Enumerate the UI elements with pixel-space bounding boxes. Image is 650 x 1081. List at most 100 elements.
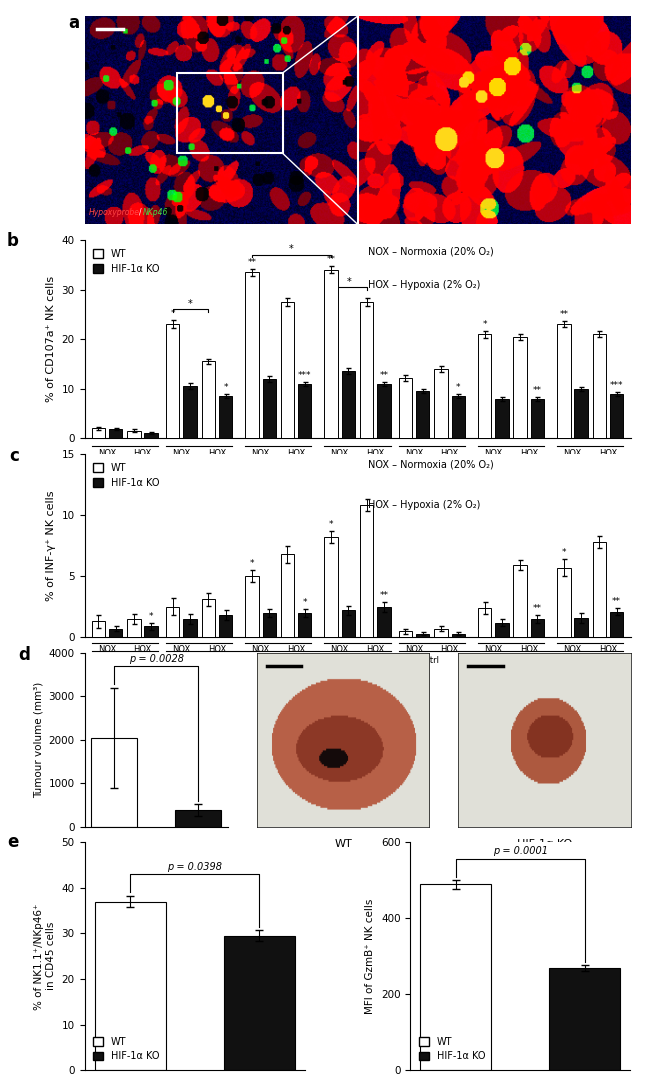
Text: **: ** bbox=[533, 386, 542, 395]
Text: IL-2: IL-2 bbox=[503, 656, 519, 665]
Y-axis label: % of NK1.1⁺/NKp46⁺
in CD45 cells: % of NK1.1⁺/NKp46⁺ in CD45 cells bbox=[34, 903, 56, 1010]
Bar bbox=[398, 377, 412, 438]
Bar bbox=[557, 568, 571, 638]
Text: WT: WT bbox=[334, 839, 352, 849]
Bar bbox=[530, 619, 544, 638]
Bar bbox=[495, 623, 509, 638]
Text: IL-15: IL-15 bbox=[347, 656, 368, 665]
Bar bbox=[109, 629, 122, 638]
Text: NOX: NOX bbox=[405, 449, 423, 458]
Text: *: * bbox=[329, 520, 333, 530]
Bar bbox=[144, 626, 158, 638]
Text: p = 0.0001: p = 0.0001 bbox=[493, 846, 548, 856]
Bar bbox=[377, 384, 391, 438]
Text: HOX: HOX bbox=[208, 645, 226, 654]
Text: *: * bbox=[149, 612, 153, 620]
Text: NOX: NOX bbox=[98, 645, 116, 654]
Bar bbox=[92, 428, 105, 438]
Text: p = 0.0028: p = 0.0028 bbox=[129, 654, 184, 664]
Text: **: ** bbox=[612, 597, 621, 606]
Bar bbox=[281, 555, 294, 638]
Bar bbox=[183, 619, 197, 638]
Text: ***: *** bbox=[610, 381, 623, 389]
Text: **: ** bbox=[380, 591, 389, 600]
Bar bbox=[360, 302, 373, 438]
Text: IL-15: IL-15 bbox=[347, 463, 368, 472]
Text: /: / bbox=[139, 208, 142, 216]
Bar bbox=[452, 396, 465, 438]
Bar bbox=[245, 576, 259, 638]
Text: NOX: NOX bbox=[98, 449, 116, 458]
Text: **: ** bbox=[248, 258, 257, 267]
Text: HOX – Hypoxia (2% O₂): HOX – Hypoxia (2% O₂) bbox=[369, 280, 481, 290]
Text: c: c bbox=[9, 446, 19, 465]
Bar bbox=[202, 600, 215, 638]
Bar bbox=[144, 433, 158, 438]
Bar bbox=[298, 384, 311, 438]
Bar bbox=[416, 391, 430, 438]
Bar bbox=[514, 565, 527, 638]
Text: HOX: HOX bbox=[287, 645, 305, 654]
Text: b: b bbox=[7, 232, 19, 250]
Bar bbox=[342, 372, 355, 438]
Text: *: * bbox=[482, 320, 487, 329]
Text: HOX: HOX bbox=[519, 449, 538, 458]
Bar bbox=[166, 606, 179, 638]
Text: HOX: HOX bbox=[133, 645, 151, 654]
Text: HOX: HOX bbox=[366, 449, 384, 458]
Text: IL-2: IL-2 bbox=[270, 656, 286, 665]
Text: HOX: HOX bbox=[519, 645, 538, 654]
Bar bbox=[183, 386, 197, 438]
Text: NOX: NOX bbox=[564, 645, 582, 654]
Text: *: * bbox=[224, 383, 228, 392]
Bar bbox=[557, 324, 571, 438]
Text: **: ** bbox=[533, 604, 542, 614]
Bar bbox=[416, 633, 430, 638]
Bar bbox=[549, 967, 621, 1070]
Text: NOX – Normoxia (20% O₂): NOX – Normoxia (20% O₂) bbox=[369, 246, 494, 256]
Text: NOX: NOX bbox=[172, 645, 190, 654]
Bar bbox=[224, 936, 294, 1070]
Text: HOX: HOX bbox=[208, 449, 226, 458]
Text: NOX: NOX bbox=[252, 645, 270, 654]
Bar bbox=[530, 399, 544, 438]
Text: Ctrl: Ctrl bbox=[192, 463, 207, 472]
Text: NOX: NOX bbox=[172, 449, 190, 458]
Bar bbox=[434, 369, 448, 438]
Bar bbox=[263, 613, 276, 638]
Text: ***: *** bbox=[298, 371, 311, 379]
Text: IL-2: IL-2 bbox=[503, 463, 519, 472]
Bar bbox=[324, 270, 338, 438]
Text: HOX: HOX bbox=[133, 449, 151, 458]
Text: NOX: NOX bbox=[484, 645, 502, 654]
Text: HIF-1α KO: HIF-1α KO bbox=[517, 839, 572, 849]
Text: w/o
target cells: w/o target cells bbox=[101, 466, 148, 485]
Bar bbox=[177, 72, 283, 154]
Bar bbox=[421, 884, 491, 1070]
Text: **: ** bbox=[559, 310, 568, 319]
Bar bbox=[610, 393, 623, 438]
Bar bbox=[610, 612, 623, 638]
Text: Ctrl: Ctrl bbox=[192, 656, 207, 665]
Legend: WT, HIF-1α KO: WT, HIF-1α KO bbox=[89, 245, 163, 278]
Bar bbox=[514, 336, 527, 438]
Bar bbox=[298, 613, 311, 638]
Text: NOX – Normoxia (20% O₂): NOX – Normoxia (20% O₂) bbox=[369, 459, 494, 469]
Bar bbox=[202, 361, 215, 438]
Bar bbox=[478, 608, 491, 638]
Legend: WT, HIF-1α KO: WT, HIF-1α KO bbox=[89, 1032, 163, 1066]
Text: Hypoxyprobe: Hypoxyprobe bbox=[89, 208, 140, 216]
Bar bbox=[593, 542, 606, 638]
Y-axis label: % of CD107a⁺ NK cells: % of CD107a⁺ NK cells bbox=[46, 276, 56, 402]
Bar bbox=[434, 629, 448, 638]
Legend: WT, HIF-1α KO: WT, HIF-1α KO bbox=[415, 1032, 489, 1066]
Text: v-ABL: v-ABL bbox=[497, 653, 525, 663]
Text: HOX: HOX bbox=[287, 449, 305, 458]
Text: HOX: HOX bbox=[599, 645, 617, 654]
Text: *: * bbox=[562, 548, 566, 558]
Text: *: * bbox=[170, 309, 175, 318]
Bar bbox=[94, 902, 166, 1070]
Text: p = 0.0398: p = 0.0398 bbox=[167, 862, 222, 872]
Text: NOX: NOX bbox=[405, 645, 423, 654]
Bar bbox=[495, 399, 509, 438]
